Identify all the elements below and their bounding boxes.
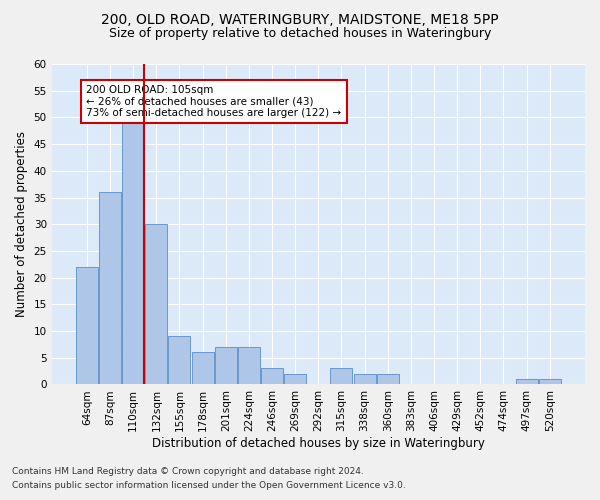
X-axis label: Distribution of detached houses by size in Wateringbury: Distribution of detached houses by size … <box>152 437 485 450</box>
Bar <box>515 379 538 384</box>
Bar <box>169 336 190 384</box>
Bar <box>377 374 399 384</box>
Bar <box>261 368 283 384</box>
Bar <box>331 368 352 384</box>
Text: Size of property relative to detached houses in Wateringbury: Size of property relative to detached ho… <box>109 28 491 40</box>
Text: 200 OLD ROAD: 105sqm
← 26% of detached houses are smaller (43)
73% of semi-detac: 200 OLD ROAD: 105sqm ← 26% of detached h… <box>86 85 341 118</box>
Text: Contains public sector information licensed under the Open Government Licence v3: Contains public sector information licen… <box>12 481 406 490</box>
Text: 200, OLD ROAD, WATERINGBURY, MAIDSTONE, ME18 5PP: 200, OLD ROAD, WATERINGBURY, MAIDSTONE, … <box>101 12 499 26</box>
Bar <box>145 224 167 384</box>
Bar <box>215 347 237 385</box>
Bar <box>539 379 561 384</box>
Bar <box>99 192 121 384</box>
Y-axis label: Number of detached properties: Number of detached properties <box>15 131 28 317</box>
Bar <box>284 374 306 384</box>
Bar <box>238 347 260 385</box>
Text: Contains HM Land Registry data © Crown copyright and database right 2024.: Contains HM Land Registry data © Crown c… <box>12 467 364 476</box>
Bar <box>122 80 144 384</box>
Bar <box>353 374 376 384</box>
Bar <box>191 352 214 384</box>
Bar <box>76 267 98 384</box>
